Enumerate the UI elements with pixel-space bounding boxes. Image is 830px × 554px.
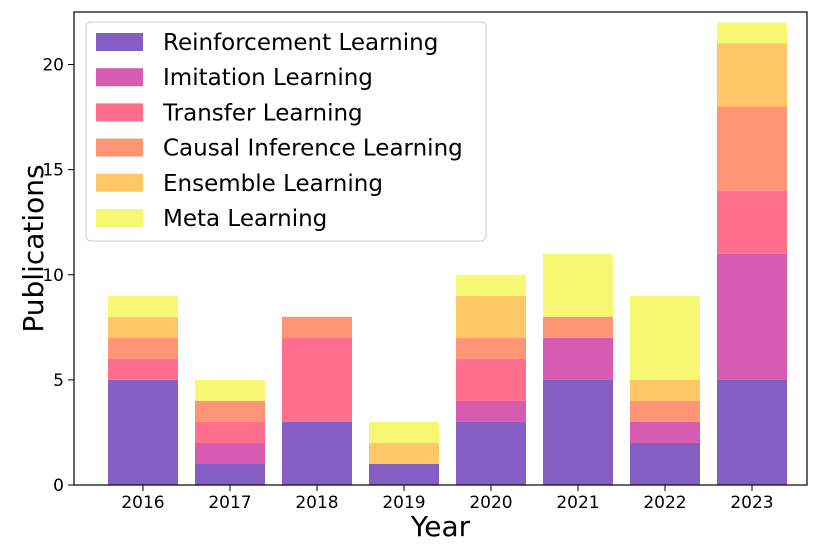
bar-segment-2023-meta-learning [717, 22, 787, 44]
plot-frame [73, 11, 808, 486]
y-tick-label: 10 [42, 266, 64, 286]
legend-swatch [96, 209, 143, 227]
y-tick-label: 5 [53, 371, 64, 391]
x-tick-label: 2021 [556, 493, 599, 513]
bar-segment-2018-reinforcement-learning [282, 421, 352, 485]
axes-layer: 0 5 10 15 20 2016 2017 2018 2019 2020 2021 2022 2023 [42, 11, 808, 513]
legend-swatch [96, 68, 143, 87]
y-tick-label: 20 [42, 56, 64, 76]
bar-segment-2023-ensemble-learning [717, 43, 787, 107]
bar-segment-2019-meta-learning [369, 421, 439, 443]
legend-label: Reinforcement Learning [163, 30, 438, 56]
bar-segment-2022-causal-inference-learning [630, 400, 700, 422]
legend-box [85, 21, 487, 242]
bar-segment-2017-transfer-learning [195, 421, 265, 443]
x-tick-label: 2022 [643, 493, 686, 513]
y-axis-title: Publications [17, 164, 50, 332]
bar-segment-2021-reinforcement-learning [543, 379, 613, 485]
bar-segment-2022-ensemble-learning [630, 379, 700, 401]
legend-label: Transfer Learning [162, 100, 363, 126]
bar-segment-2016-meta-learning [108, 295, 178, 317]
legend-label: Causal Inference Learning [163, 136, 463, 162]
bar-segment-2020-ensemble-learning [456, 295, 526, 338]
x-tick-label: 2017 [208, 493, 251, 513]
bar-segment-2016-ensemble-learning [108, 316, 178, 338]
bar-segment-2023-causal-inference-learning [717, 106, 787, 191]
bar-segment-2020-imitation-learning [456, 400, 526, 422]
bar-segment-2023-transfer-learning [717, 190, 787, 254]
bars-layer [108, 22, 787, 485]
legend-label: Ensemble Learning [163, 171, 383, 197]
bar-segment-2020-reinforcement-learning [456, 421, 526, 485]
bar-segment-2019-reinforcement-learning [369, 463, 439, 485]
x-tick-label: 2023 [730, 493, 773, 513]
legend-swatch [96, 33, 143, 51]
bar-segment-2023-reinforcement-learning [717, 379, 787, 485]
x-tick-label: 2020 [469, 493, 512, 513]
legend-label: Imitation Learning [163, 65, 373, 91]
bar-segment-2020-transfer-learning [456, 358, 526, 401]
bar-segment-2017-meta-learning [195, 379, 265, 401]
bar-segment-2017-causal-inference-learning [195, 400, 265, 422]
bar-segment-2020-meta-learning [456, 274, 526, 296]
bar-segment-2016-transfer-learning [108, 358, 178, 380]
legend-swatch [96, 138, 143, 157]
bar-segment-2019-ensemble-learning [369, 442, 439, 464]
bar-segment-2017-imitation-learning [195, 442, 265, 464]
legend-swatch [96, 103, 143, 122]
bar-segment-2022-imitation-learning [630, 421, 700, 443]
bar-segment-2016-reinforcement-learning [108, 379, 178, 485]
x-tick-label: 2019 [382, 493, 425, 513]
bar-segment-2021-meta-learning [543, 253, 613, 317]
y-tick-label: 15 [42, 161, 64, 181]
bar-segment-2021-imitation-learning [543, 337, 613, 380]
legend: Reinforcement Learning Imitation Learning… [85, 21, 487, 242]
bar-segment-2017-reinforcement-learning [195, 463, 265, 485]
bar-segment-2023-imitation-learning [717, 253, 787, 380]
legend-label: Meta Learning [163, 206, 327, 232]
bar-segment-2018-transfer-learning [282, 337, 352, 422]
bar-segment-2016-causal-inference-learning [108, 337, 178, 359]
bar-segment-2021-causal-inference-learning [543, 316, 613, 338]
bar-segment-2022-reinforcement-learning [630, 442, 700, 485]
legend-swatch [96, 173, 143, 192]
bar-segment-2018-causal-inference-learning [282, 316, 352, 338]
bar-segment-2020-causal-inference-learning [456, 337, 526, 359]
x-tick-label: 2016 [121, 493, 164, 513]
x-axis-title: Year [410, 510, 471, 543]
y-tick-label: 0 [53, 476, 64, 496]
x-tick-label: 2018 [295, 493, 338, 513]
bar-segment-2022-meta-learning [630, 295, 700, 380]
